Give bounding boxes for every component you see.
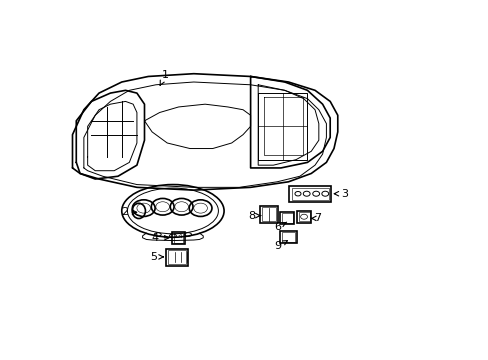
Text: 1: 1 xyxy=(160,70,168,85)
Text: 3: 3 xyxy=(333,189,347,199)
Text: 5: 5 xyxy=(150,252,163,262)
Text: 6: 6 xyxy=(274,222,286,232)
Text: 9: 9 xyxy=(274,240,287,251)
Text: 2: 2 xyxy=(121,207,137,217)
Text: 4: 4 xyxy=(151,233,168,243)
Text: 7: 7 xyxy=(311,213,321,224)
Text: 8: 8 xyxy=(247,211,260,221)
